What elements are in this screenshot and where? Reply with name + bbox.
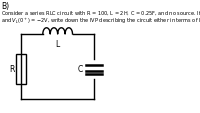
Bar <box>16 54 26 84</box>
Text: C: C <box>78 65 83 74</box>
Text: R: R <box>9 65 14 74</box>
Text: L: L <box>56 40 60 49</box>
Text: B): B) <box>1 2 9 11</box>
Text: Consider a series RLC circuit with R = 100, L = 2H, C = 0.25F, and no source. If: Consider a series RLC circuit with R = 1… <box>1 9 200 18</box>
Text: and $V_L(0^+)$ = $-$2V, write down the IVP describing the circuit either in term: and $V_L(0^+)$ = $-$2V, write down the I… <box>1 16 200 26</box>
